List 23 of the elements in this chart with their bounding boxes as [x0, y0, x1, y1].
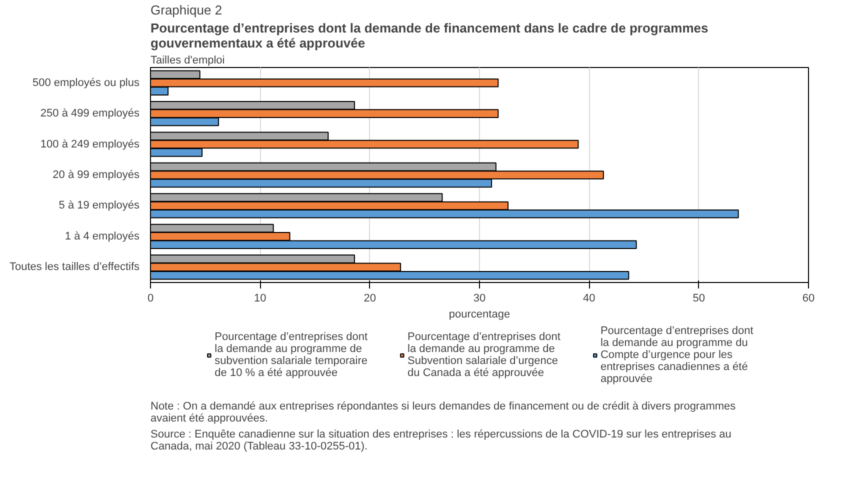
x-tick-label: 50 — [692, 292, 705, 304]
text: Note : On a demandé aux entreprises répondantes si leurs demandes de financement ou de crédit à divers programmes avaient été approuvées. — [150, 400, 736, 424]
y-axis-title: Tailles d'emploi — [150, 54, 225, 66]
y-tick-label: Toutes les tailles d’effectifs — [9, 261, 140, 274]
y-tick-label: 20 à 99 employés — [52, 169, 140, 181]
legend-label: Pourcentage d’entreprises dont la demande au programme du Compte d’urgence pour les entreprises canadiennes a été approuvée — [600, 325, 754, 385]
y-tick-label: 1 à 4 employés — [64, 230, 140, 242]
legend-label: Pourcentage d’entreprises dont la demande au programme de Subvention salariale d’urgence du Canada a été approuvée — [408, 331, 560, 379]
x-tick-label: 0 — [147, 292, 154, 304]
y-tick-label: 5 à 19 employés — [58, 200, 140, 212]
x-tick-label: 30 — [473, 292, 486, 304]
legend-label: Pourcentage d’entreprises dont la demande au programme de subvention salariale temporaire de 10 % a été approuvée — [214, 331, 368, 379]
chart-subtitle: Pourcentage d’entreprises dont la demande de financement dans le cadre de programmes gouvernementaux a été approuvée — [150, 20, 708, 50]
y-tick-label: 500 employés ou plus — [32, 76, 140, 89]
x-tick-label: 60 — [802, 292, 815, 304]
x-tick-label: 40 — [583, 292, 596, 304]
chart-title: Graphique 2 — [150, 2, 222, 18]
x-axis-title: pourcentage — [448, 308, 510, 320]
y-tick-label: 100 à 249 employés — [40, 138, 140, 150]
y-tick-label: 250 à 499 employés — [40, 108, 140, 120]
x-tick-label: 20 — [364, 292, 376, 304]
x-tick-label: 10 — [254, 292, 266, 304]
source-note: Source : Enquête canadienne sur la situation des entreprises : les répercussions de la COVID-19 sur les entreprises au Canada, mai 2020 (Tableau 33-10-0255-01). — [150, 428, 732, 452]
